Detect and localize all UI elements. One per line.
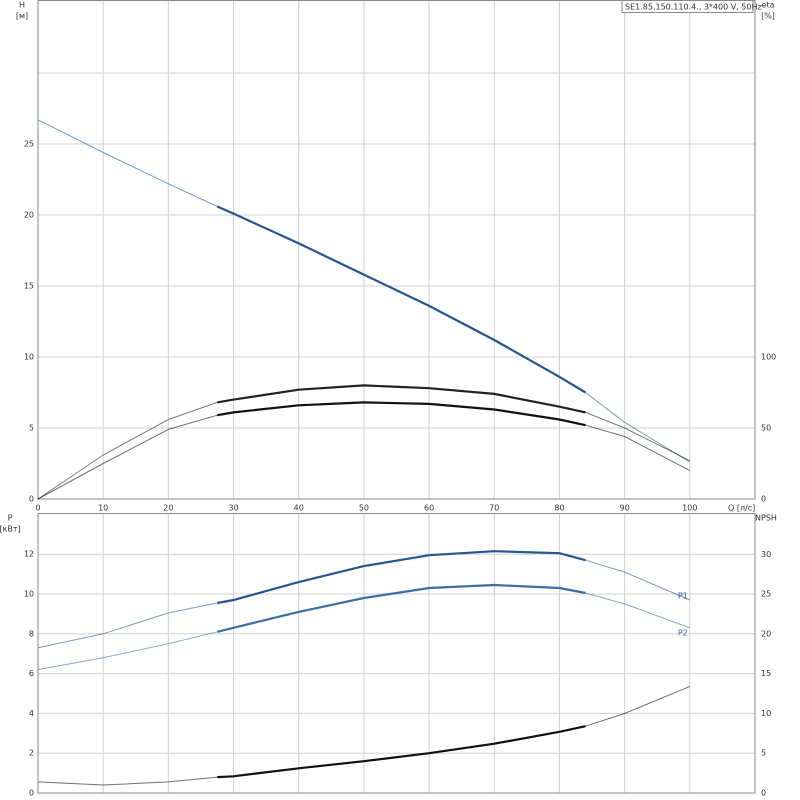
curve-duty xyxy=(217,725,586,779)
y-axis-label: P xyxy=(8,514,13,523)
y-tick-label: 2 xyxy=(29,749,34,758)
x-tick-label: 70 xyxy=(489,504,499,513)
y-tick-label: 15 xyxy=(24,281,34,290)
y-tick-label: 8 xyxy=(29,629,34,638)
y-tick-label: 6 xyxy=(29,669,34,678)
y-tick-label: 20 xyxy=(24,210,34,219)
y-tick-label: 25 xyxy=(24,139,34,148)
y-tick-label: 10 xyxy=(24,352,34,361)
x-tick-label: 30 xyxy=(228,504,238,513)
y2-axis-label: NPSH xyxy=(755,514,777,523)
x-tick-label: 50 xyxy=(359,504,369,513)
y2-tick-label: 100 xyxy=(761,352,776,361)
x-tick-label: 100 xyxy=(682,504,697,513)
y-tick-label: 4 xyxy=(29,709,34,718)
y-tick-label: 0 xyxy=(29,495,34,504)
y2-axis-label: [%] xyxy=(761,12,775,21)
curve-duty xyxy=(216,205,587,394)
x-tick-label: 80 xyxy=(554,504,564,513)
curve-duty xyxy=(217,384,586,414)
y2-tick-label: 30 xyxy=(761,550,771,559)
x-tick-label: 40 xyxy=(294,504,304,513)
y-tick-label: 5 xyxy=(29,423,34,432)
curve-duty xyxy=(217,401,586,427)
y2-tick-label: 10 xyxy=(761,709,771,718)
legend-box xyxy=(621,0,754,13)
y2-tick-label: 20 xyxy=(761,629,771,638)
y-tick-label: 12 xyxy=(24,550,34,559)
x-tick-label: 20 xyxy=(163,504,173,513)
chart-title: SE1.85.150.110.4., 3*400 V, 50Hz xyxy=(625,3,762,12)
y2-tick-label: 15 xyxy=(761,669,771,678)
y-axis-label: [м] xyxy=(16,12,28,21)
y-tick-label: 0 xyxy=(29,789,34,798)
x-tick-label: 10 xyxy=(98,504,108,513)
curve-duty xyxy=(217,583,586,633)
x-axis-label: Q [л/с] xyxy=(728,504,755,513)
y2-tick-label: 50 xyxy=(761,423,771,432)
y2-tick-label: 0 xyxy=(761,495,766,504)
x-tick-label: 60 xyxy=(424,504,434,513)
series-label: P1 xyxy=(678,591,688,600)
series-label: P2 xyxy=(678,628,688,637)
x-tick-label: 0 xyxy=(35,504,40,513)
y2-axis-label: eta xyxy=(762,1,775,10)
x-tick-label: 90 xyxy=(620,504,630,513)
y2-tick-label: 25 xyxy=(761,590,771,599)
y2-tick-label: 0 xyxy=(761,789,766,798)
y-axis-label: [кВт] xyxy=(0,525,21,534)
y2-tick-label: 5 xyxy=(761,749,766,758)
plot-frame xyxy=(37,0,756,500)
y-axis-label: H xyxy=(19,1,25,10)
y-tick-label: 10 xyxy=(24,589,34,598)
curve-duty xyxy=(217,550,586,605)
plot-frame xyxy=(37,513,756,794)
